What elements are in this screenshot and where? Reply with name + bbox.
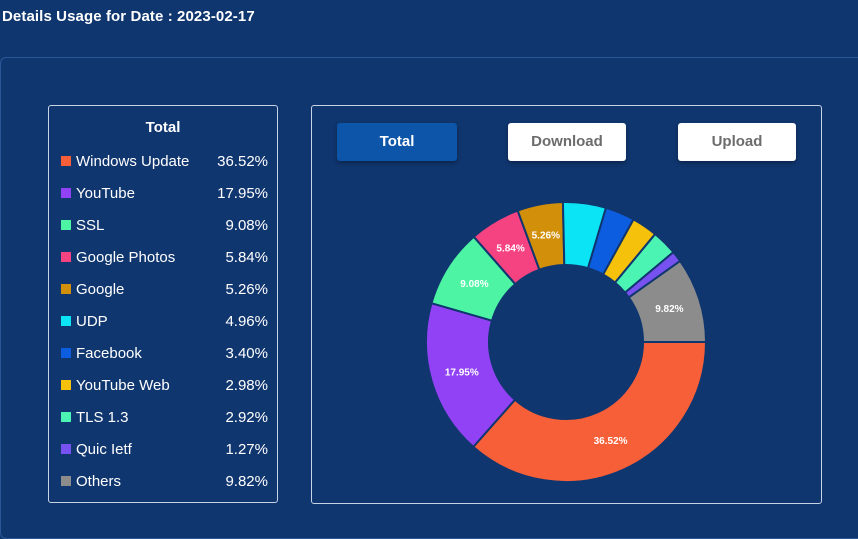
legend-value: 36.52% [217, 153, 268, 170]
legend-label: SSL [76, 217, 105, 234]
legend-label: Google Photos [76, 249, 176, 266]
legend-item: YouTube 17.95% [61, 183, 268, 205]
total-button[interactable]: Total [337, 123, 457, 161]
legend-value: 17.95% [217, 185, 268, 202]
legend-value: 2.98% [225, 377, 268, 394]
legend-item: Google Photos 5.84% [61, 247, 268, 269]
download-button[interactable]: Download [508, 123, 626, 161]
legend-label: Windows Update [76, 153, 190, 170]
legend-value: 5.26% [225, 281, 268, 298]
legend-panel: Total Windows Update 36.52% YouTube 17.95% S… [48, 105, 278, 503]
page-title: Details Usage for Date : 2023-02-17 [2, 8, 255, 25]
legend-swatch [61, 252, 71, 262]
legend-label: YouTube [76, 185, 135, 202]
slice-label: 36.52% [594, 436, 628, 447]
legend-value: 1.27% [225, 441, 268, 458]
legend-item: TLS 1.3 2.92% [61, 407, 268, 429]
legend-swatch [61, 316, 71, 326]
legend-label: Others [76, 473, 122, 490]
legend-title: Total [145, 119, 181, 136]
slice-label: 17.95% [445, 367, 479, 378]
legend-swatch [61, 476, 71, 486]
legend-label: Facebook [76, 345, 142, 362]
legend-value: 4.96% [225, 313, 268, 330]
legend-label: YouTube Web [76, 377, 170, 394]
legend-value: 9.82% [225, 473, 268, 490]
legend-swatch [61, 284, 71, 294]
legend-item: UDP 4.96% [61, 311, 268, 333]
legend-label: TLS 1.3 [76, 409, 129, 426]
slice-label: 5.84% [496, 244, 524, 255]
legend-item: Google 5.26% [61, 279, 268, 301]
legend-value: 9.08% [225, 217, 268, 234]
legend-value: 2.92% [225, 409, 268, 426]
legend-item: Others 9.82% [61, 471, 268, 493]
slice-label: 5.26% [532, 230, 560, 241]
slice-label: 9.82% [655, 304, 683, 315]
legend-label: Google [76, 281, 125, 298]
legend-value: 5.84% [225, 249, 268, 266]
legend-item: Quic Ietf 1.27% [61, 439, 268, 461]
legend-swatch [61, 188, 71, 198]
legend-item: Windows Update 36.52% [61, 151, 268, 173]
legend-swatch [61, 380, 71, 390]
legend-value: 3.40% [225, 345, 268, 362]
legend-item: Facebook 3.40% [61, 343, 268, 365]
donut-slice[interactable] [471, 341, 708, 483]
legend-swatch [61, 348, 71, 358]
legend-swatch [61, 156, 71, 166]
legend-swatch [61, 220, 71, 230]
chart-panel: Total Download Upload 36.52% 17.95% 9.08% 5… [311, 105, 822, 504]
donut-slice[interactable] [425, 301, 517, 449]
legend-swatch [61, 444, 71, 454]
legend-swatch [61, 412, 71, 422]
upload-button[interactable]: Upload [678, 123, 796, 161]
donut-chart: 36.52% 17.95% 9.08% 5.84% 5.26% 9.82% [425, 201, 708, 483]
legend-label: UDP [76, 313, 108, 330]
legend-item: YouTube Web 2.98% [61, 375, 268, 397]
slice-label: 9.08% [460, 279, 488, 290]
legend-label: Quic Ietf [76, 441, 132, 458]
legend-item: SSL 9.08% [61, 215, 268, 237]
donut-slice[interactable] [627, 259, 708, 343]
